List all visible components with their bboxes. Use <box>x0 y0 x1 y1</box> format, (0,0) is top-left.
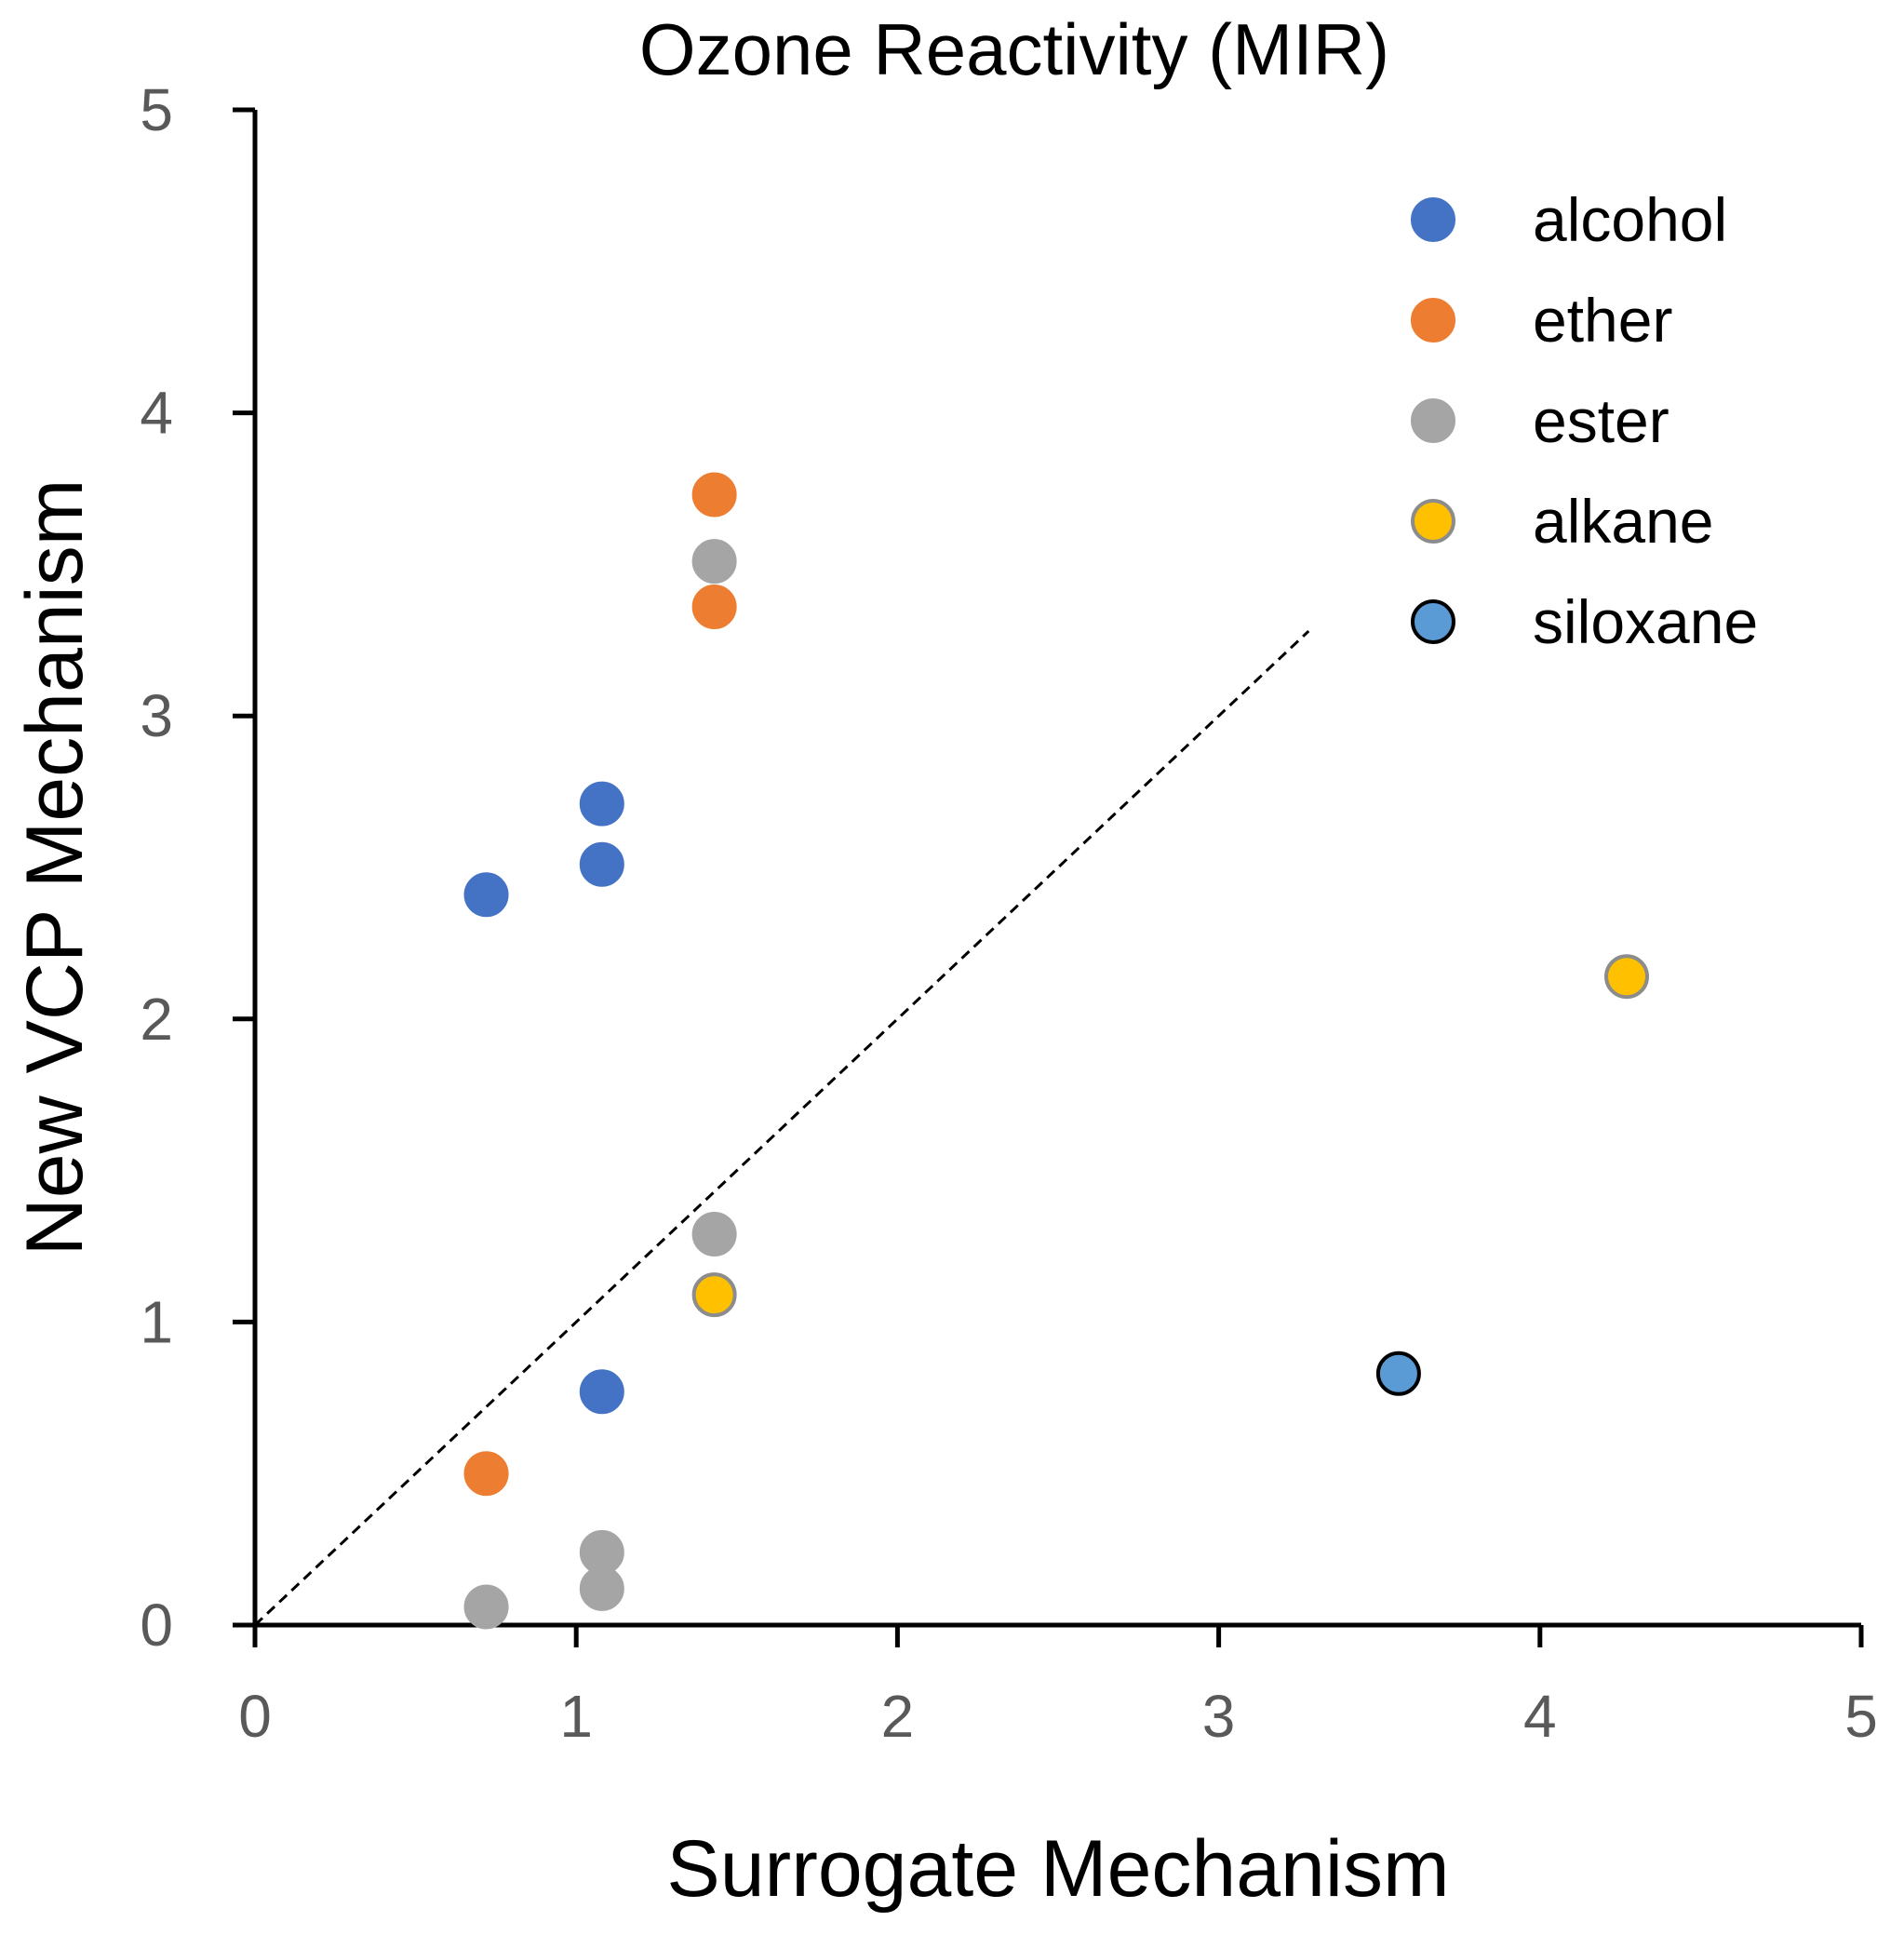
legend-label-ester: ester <box>1533 386 1669 455</box>
axes <box>252 110 1861 1628</box>
data-points <box>463 472 1650 1630</box>
scatter-point-ester <box>463 1584 509 1630</box>
x-axis-label: Surrogate Mechanism <box>666 1824 1449 1914</box>
x-tick-label: 2 <box>881 1683 915 1750</box>
scatter-point-alcohol <box>579 841 624 887</box>
y-tick-label: 4 <box>140 380 173 447</box>
reference-line-group <box>253 629 1310 1627</box>
legend: alcohol ether ester alkane siloxane <box>1411 185 1758 656</box>
scatter-point-ether <box>691 472 737 517</box>
scatter-point-ester <box>691 1211 737 1256</box>
chart-title: Ozone Reactivity (MIR) <box>639 8 1389 90</box>
legend-label-ether: ether <box>1533 286 1672 355</box>
reference-line <box>253 629 1310 1627</box>
scatter-point-ester <box>579 1565 624 1611</box>
scatter-point-ester <box>691 539 737 585</box>
x-tick-label: 4 <box>1523 1683 1557 1750</box>
tick-labels: 0 1 2 3 4 5 0 1 2 3 4 5 <box>140 76 1877 1750</box>
y-tick-label: 3 <box>140 682 173 749</box>
legend-label-siloxane: siloxane <box>1533 587 1758 656</box>
scatter-point-ether <box>463 1451 509 1497</box>
y-tick-label: 1 <box>140 1288 173 1355</box>
x-tick-label: 0 <box>238 1683 272 1750</box>
x-tick-label: 5 <box>1844 1683 1878 1750</box>
y-tick-label: 5 <box>140 76 173 143</box>
ticks <box>233 107 1864 1647</box>
scatter-point-ether <box>691 584 737 629</box>
x-tick-label: 3 <box>1202 1683 1236 1750</box>
legend-marker-ester <box>1411 398 1455 443</box>
legend-label-alkane: alkane <box>1533 487 1714 556</box>
y-tick-label: 2 <box>140 986 173 1053</box>
legend-marker-alcohol <box>1411 197 1455 242</box>
legend-marker-alkane <box>1411 499 1455 544</box>
legend-marker-ether <box>1411 298 1455 343</box>
legend-label-alcohol: alcohol <box>1533 185 1727 254</box>
scatter-point-alcohol <box>463 872 509 918</box>
scatter-point-alkane <box>691 1272 737 1318</box>
legend-marker-siloxane <box>1411 599 1455 644</box>
scatter-point-alcohol <box>579 781 624 826</box>
y-tick-label: 0 <box>140 1592 173 1659</box>
x-tick-label: 1 <box>559 1683 593 1750</box>
scatter-point-alkane <box>1604 954 1650 1000</box>
scatter-point-siloxane <box>1375 1350 1421 1396</box>
scatter-point-alcohol <box>579 1369 624 1415</box>
y-axis-label: New VCP Mechanism <box>10 479 100 1256</box>
